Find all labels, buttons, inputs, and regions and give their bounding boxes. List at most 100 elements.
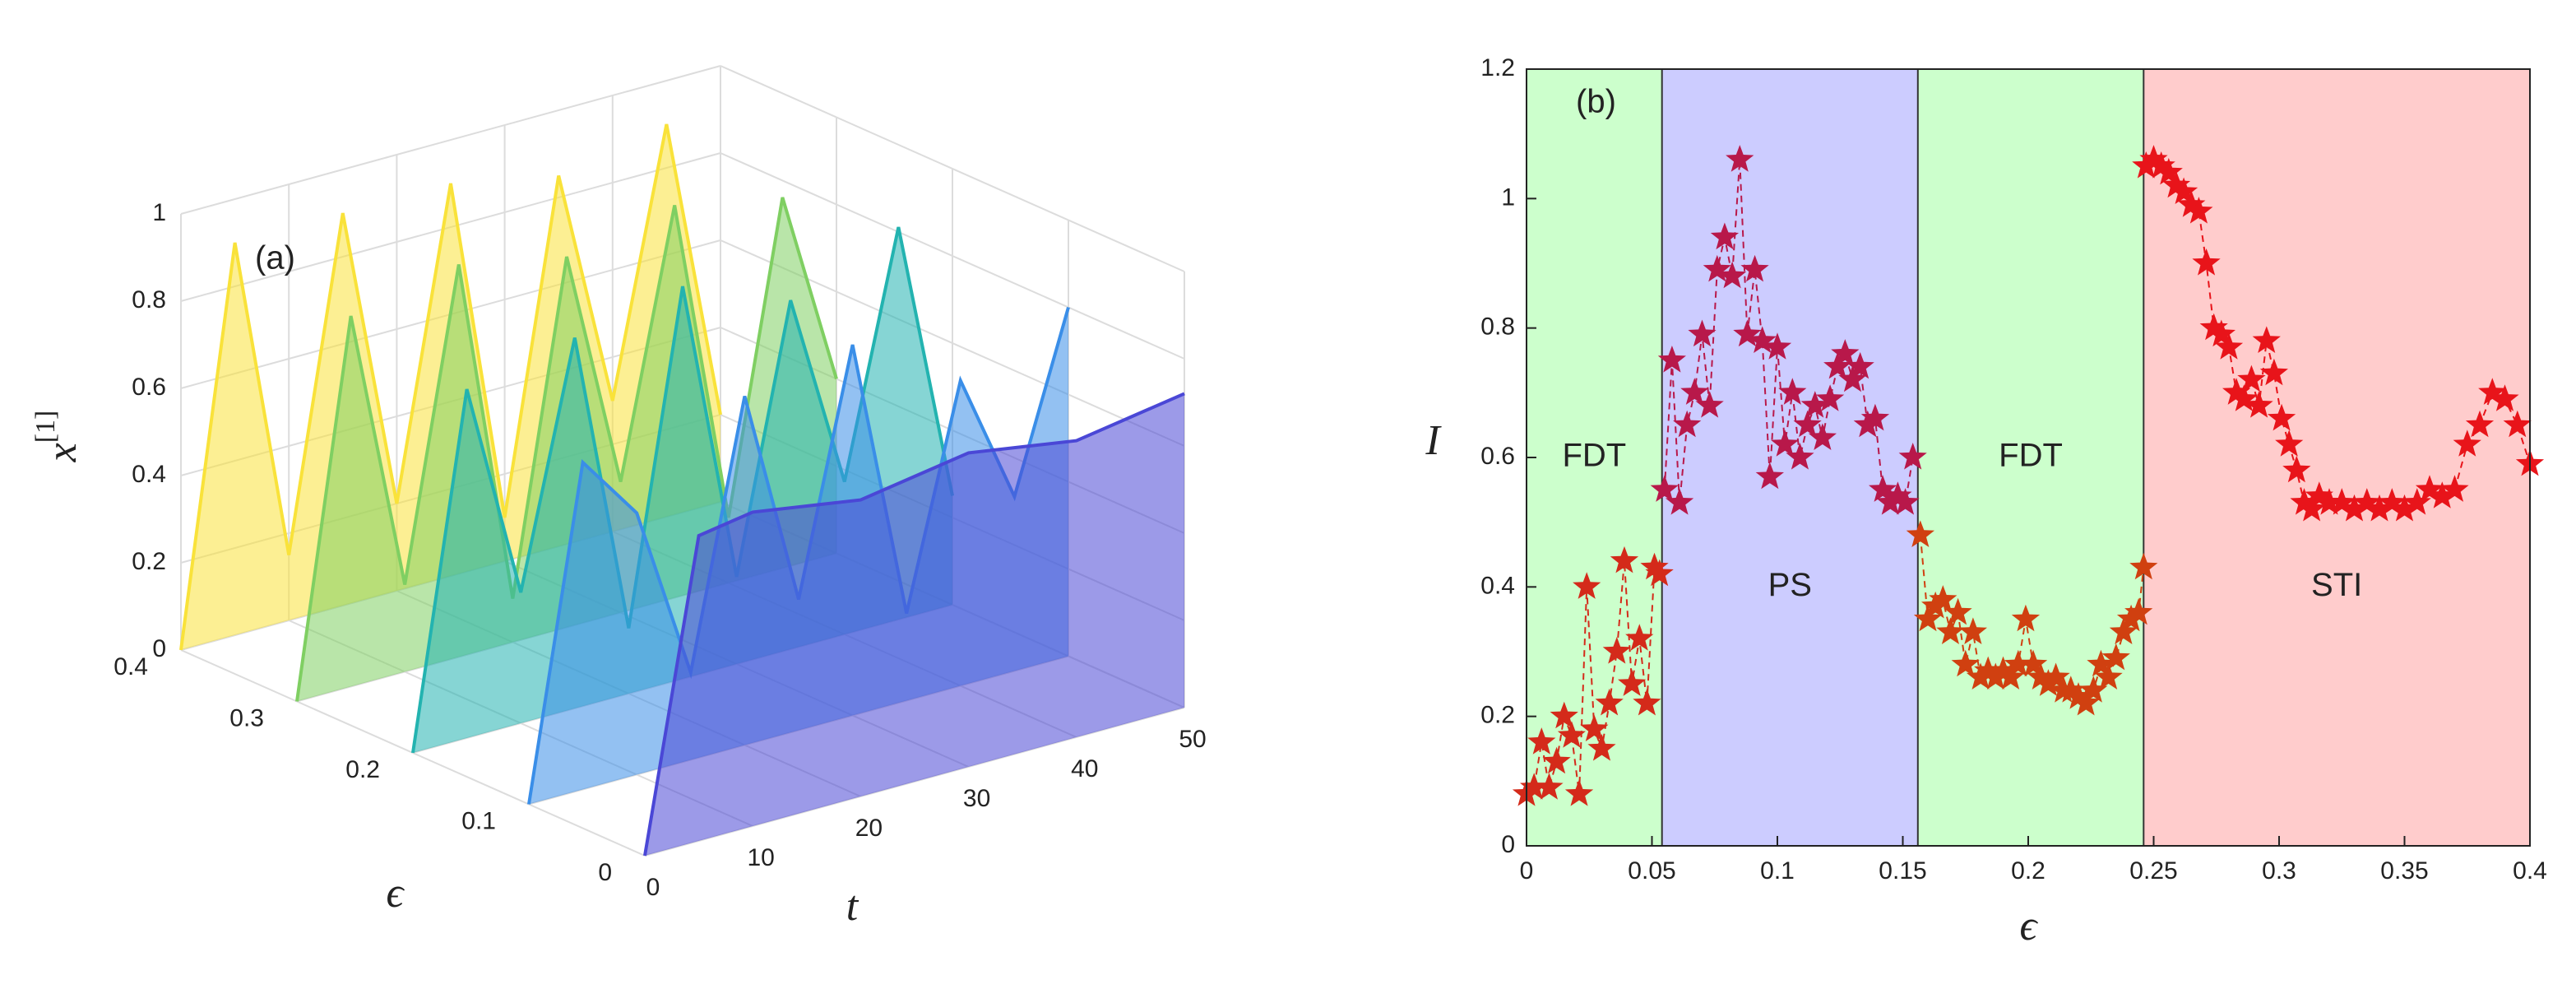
star-marker <box>1625 624 1654 651</box>
grid-line <box>180 65 721 215</box>
star-marker <box>1564 779 1594 806</box>
region-label: FDT <box>1562 438 1626 474</box>
star-marker <box>1726 145 1754 172</box>
star-marker <box>1853 410 1882 438</box>
star-marker <box>2378 488 2407 515</box>
star-marker <box>1550 701 1578 729</box>
panel-label: (b) <box>1576 84 1616 120</box>
x-axis-label: ϵ <box>2020 903 2039 950</box>
star-marker <box>1786 443 1814 470</box>
star-marker <box>1580 714 1609 741</box>
star-marker <box>1846 351 1874 379</box>
x-tick-label: 0 <box>646 874 660 901</box>
star-marker <box>1876 488 1905 515</box>
y-tick-label: 0 <box>598 859 612 886</box>
star-marker <box>2305 481 2333 508</box>
x-tick-label: 40 <box>1071 755 1098 782</box>
star-marker <box>1748 326 1777 353</box>
star-marker <box>2087 649 2115 677</box>
star-marker <box>1520 773 1549 800</box>
y-tick-label: 0.1 <box>461 807 496 834</box>
star-marker <box>1557 721 1586 748</box>
star-marker <box>1755 462 1784 490</box>
star-marker <box>1527 727 1556 755</box>
x-tick-label: 0.05 <box>1628 857 1675 885</box>
z-tick-label: 0 <box>152 635 166 662</box>
y-tick-label: 0.8 <box>1480 313 1515 341</box>
star-marker <box>2390 494 2419 522</box>
star-marker <box>2252 326 2281 353</box>
star-marker <box>1650 475 1679 502</box>
star-marker <box>2101 643 2130 671</box>
star-marker <box>1618 669 1647 696</box>
star-marker <box>2154 157 2183 185</box>
star-marker <box>1951 649 1980 677</box>
y-tick-label: 1 <box>1501 183 1515 211</box>
star-marker <box>2267 403 2296 431</box>
star-marker <box>1657 346 1686 373</box>
star-marker <box>2453 429 2481 457</box>
z-axis-label: x[1] <box>30 411 86 463</box>
y-tick-label: 0.6 <box>1480 443 1515 470</box>
y-tick-label: 0.4 <box>114 653 148 680</box>
star-marker <box>2064 682 2093 709</box>
star-marker <box>2478 378 2507 405</box>
x-tick-label: 0.3 <box>2262 857 2296 885</box>
x-tick-label: 10 <box>748 844 775 871</box>
star-marker <box>2147 151 2175 179</box>
star-marker <box>2230 384 2259 411</box>
star-marker <box>1718 261 1747 289</box>
z-tick-label: 0.2 <box>132 548 166 575</box>
star-marker <box>2222 378 2251 405</box>
star-marker <box>1778 378 1807 405</box>
y-tick-label: 0.4 <box>1480 572 1515 599</box>
x-tick-label: 50 <box>1179 726 1206 753</box>
surface-line <box>643 392 1185 857</box>
star-marker <box>1595 688 1624 716</box>
star-marker <box>2056 676 2085 703</box>
star-marker <box>2072 688 2101 716</box>
star-marker <box>2328 488 2356 515</box>
z-tick-label: 0.8 <box>132 286 166 313</box>
y-tick-label: 0.2 <box>345 756 380 783</box>
star-marker <box>2199 313 2228 341</box>
star-marker <box>2177 190 2206 217</box>
star-marker <box>1860 403 1890 431</box>
star-marker <box>1602 637 1631 664</box>
star-marker <box>1869 475 1897 502</box>
star-marker <box>1944 597 1972 625</box>
star-marker <box>1989 656 2018 684</box>
star-marker <box>2214 332 2244 360</box>
star-marker <box>1763 332 1792 360</box>
star-marker <box>2340 494 2369 522</box>
region-label: PS <box>1768 567 1812 603</box>
star-marker <box>2490 384 2519 411</box>
y-axis-label: ϵ <box>387 870 405 917</box>
star-marker <box>1906 520 1934 547</box>
region <box>2143 69 2530 846</box>
star-marker <box>1733 319 1762 347</box>
y-tick-label: 0.2 <box>1480 702 1515 729</box>
star-marker <box>1996 662 2025 690</box>
star-marker <box>2094 662 2123 690</box>
star-marker <box>2314 488 2344 515</box>
star-marker <box>2004 649 2032 677</box>
region-label: FDT <box>1999 438 2063 474</box>
x-tick-label: 0.15 <box>1879 857 1926 885</box>
z-axis-label-sup: [1] <box>30 411 61 443</box>
x-tick-label: 0.35 <box>2380 857 2428 885</box>
star-marker <box>1891 488 1920 515</box>
star-marker <box>1680 378 1709 405</box>
star-marker <box>2402 488 2431 515</box>
star-marker <box>1640 552 1669 580</box>
y-tick-label: 0 <box>1501 831 1515 858</box>
grid-line <box>720 65 1185 272</box>
region <box>1661 69 1918 846</box>
z-axis-label-base: x <box>39 443 86 462</box>
panel-label: (a) <box>255 240 295 276</box>
star-marker <box>1838 364 1867 392</box>
star-marker <box>2428 481 2457 508</box>
star-marker <box>1703 254 1731 282</box>
star-marker <box>1958 617 1987 644</box>
